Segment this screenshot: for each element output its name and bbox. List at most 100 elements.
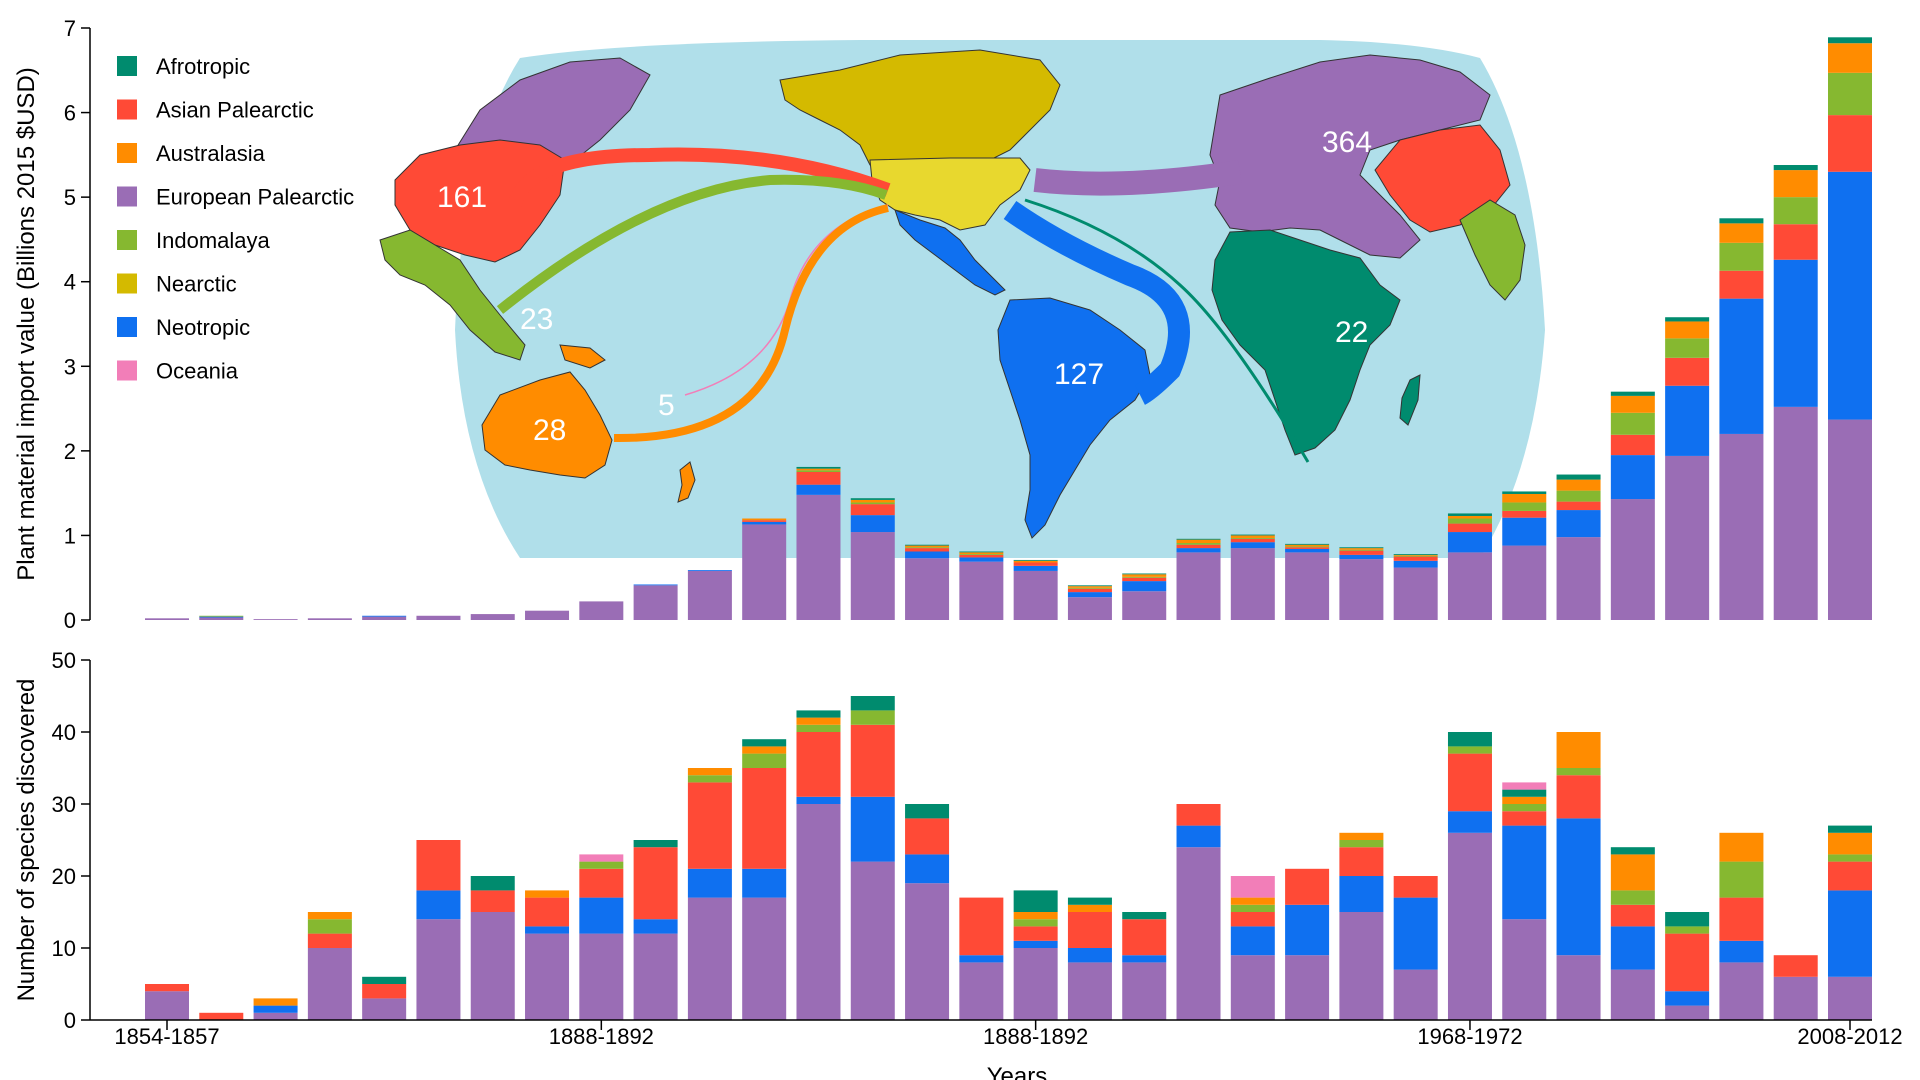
- bar-top-20-australasia: [1230, 535, 1275, 538]
- bar-bottom-31-australasia: [1828, 832, 1872, 855]
- bottom-y-tick-label: 30: [52, 792, 76, 817]
- bar-bottom-20-neotropic: [1230, 926, 1275, 956]
- bar-bottom-4-afrotropic: [362, 976, 407, 984]
- bar-top-1-indomalaya: [199, 615, 244, 617]
- bar-bottom-2-neotropic: [253, 1005, 298, 1013]
- bar-top-12-afrotropic: [796, 466, 841, 469]
- bottom-chart-bars: [145, 696, 1872, 1020]
- bar-bottom-7-european-palearctic: [525, 933, 570, 1020]
- bar-bottom-20-oceania: [1230, 876, 1275, 898]
- bar-top-12-asian-palearctic: [796, 472, 841, 485]
- world-map-inset: 364 161 127 28 23 22 5: [379, 40, 1545, 558]
- continent-new-zealand: [677, 461, 696, 503]
- bar-bottom-2-european-palearctic: [253, 1012, 298, 1020]
- flow-label-neotropic: 127: [1054, 358, 1104, 391]
- bar-bottom-7-australasia: [525, 890, 570, 898]
- bar-top-27-afrotropic: [1610, 391, 1655, 396]
- bar-bottom-8-neotropic: [579, 897, 624, 934]
- bar-bottom-3-asian-palearctic: [307, 933, 352, 948]
- bar-top-21-australasia: [1285, 544, 1330, 547]
- bottom-x-tick-label: 1968-1972: [1417, 1024, 1522, 1049]
- bar-top-30-indomalaya: [1773, 197, 1818, 225]
- bar-top-16-neotropic: [1013, 565, 1058, 571]
- bar-bottom-29-australasia: [1719, 832, 1764, 862]
- bar-top-17-european-palearctic: [1067, 597, 1112, 620]
- bar-top-23-indomalaya: [1393, 555, 1438, 557]
- bottom-x-tick-label: 1888-1892: [549, 1024, 654, 1049]
- bar-top-12-european-palearctic: [796, 494, 841, 620]
- bar-top-28-european-palearctic: [1665, 455, 1710, 620]
- bar-top-17-afrotropic: [1067, 585, 1112, 587]
- bar-bottom-4-european-palearctic: [362, 998, 407, 1020]
- bar-top-12-australasia: [796, 468, 841, 471]
- bar-bottom-18-neotropic: [1122, 955, 1167, 963]
- bar-top-25-indomalaya: [1502, 502, 1547, 511]
- bar-top-13-indomalaya: [850, 502, 895, 505]
- bar-top-15-australasia: [959, 552, 1004, 555]
- flow-neotropic: [1003, 200, 1190, 405]
- bar-bottom-23-european-palearctic: [1393, 969, 1438, 1020]
- bar-bottom-31-european-palearctic: [1828, 976, 1872, 1020]
- bar-bottom-11-australasia: [742, 746, 787, 754]
- bar-bottom-27-indomalaya: [1610, 890, 1655, 905]
- bar-bottom-13-indomalaya: [850, 710, 895, 725]
- bar-top-25-neotropic: [1502, 517, 1547, 546]
- continent-europe-palearctic: [1209, 54, 1491, 259]
- bar-bottom-8-oceania: [579, 854, 624, 862]
- bar-bottom-5-european-palearctic: [416, 919, 461, 1020]
- bar-bottom-3-european-palearctic: [307, 948, 352, 1020]
- bar-bottom-12-neotropic: [796, 796, 841, 804]
- bar-top-13-european-palearctic: [850, 532, 895, 620]
- bar-bottom-17-afrotropic: [1067, 897, 1112, 905]
- bar-bottom-6-european-palearctic: [470, 912, 515, 1020]
- legend-label-oceania: Oceania: [156, 359, 239, 384]
- bar-bottom-24-neotropic: [1447, 811, 1492, 833]
- bar-top-31-european-palearctic: [1828, 419, 1872, 620]
- bar-top-30-asian-palearctic: [1773, 224, 1818, 260]
- bar-top-14-australasia: [905, 545, 950, 548]
- bar-bottom-30-european-palearctic: [1773, 976, 1818, 1020]
- flow-indomalaya: [496, 174, 888, 314]
- bar-top-27-european-palearctic: [1610, 499, 1655, 620]
- flow-label-oceania: 5: [658, 389, 675, 422]
- bar-top-23-afrotropic: [1393, 554, 1438, 555]
- bar-top-14-european-palearctic: [905, 558, 950, 620]
- bar-bottom-26-australasia: [1556, 732, 1601, 768]
- bar-top-29-asian-palearctic: [1719, 270, 1764, 299]
- bar-top-24-australasia: [1447, 515, 1492, 519]
- bar-top-24-afrotropic: [1447, 513, 1492, 516]
- bar-top-31-afrotropic: [1828, 37, 1872, 44]
- bar-top-29-european-palearctic: [1719, 433, 1764, 620]
- bar-bottom-28-neotropic: [1665, 991, 1710, 1006]
- bar-bottom-20-indomalaya: [1230, 904, 1275, 912]
- top-y-axis-title: Plant material import value (Billions 20…: [13, 67, 40, 581]
- bar-bottom-29-indomalaya: [1719, 861, 1764, 898]
- bar-bottom-24-indomalaya: [1447, 746, 1492, 754]
- bar-top-25-asian-palearctic: [1502, 510, 1547, 518]
- flow-european-palearctic: [1033, 160, 1242, 196]
- bar-bottom-13-european-palearctic: [850, 861, 895, 1020]
- bar-bottom-6-afrotropic: [470, 876, 515, 891]
- bar-top-11-australasia: [742, 518, 787, 521]
- bar-top-6-european-palearctic: [470, 614, 515, 620]
- bottom-x-axis-ticks: 1854-1857 1888-1892 1888-1892 1968-1972 2008…: [114, 1020, 1903, 1049]
- bar-bottom-13-afrotropic: [850, 696, 895, 711]
- bar-top-19-neotropic: [1176, 548, 1221, 553]
- bar-bottom-10-australasia: [687, 768, 732, 776]
- bar-bottom-25-afrotropic: [1502, 789, 1547, 797]
- top-y-tick-label: 1: [64, 523, 76, 548]
- bar-top-29-australasia: [1719, 223, 1764, 243]
- flow-label-afrotropic: 22: [1335, 316, 1368, 349]
- bar-bottom-14-afrotropic: [905, 804, 950, 819]
- bar-bottom-14-asian-palearctic: [905, 818, 950, 855]
- bar-top-18-afrotropic: [1122, 573, 1167, 575]
- bar-bottom-9-afrotropic: [633, 840, 678, 848]
- legend-swatch-afrotropic: [117, 56, 137, 76]
- bar-bottom-11-neotropic: [742, 868, 787, 898]
- legend-label-indomalaya: Indomalaya: [156, 228, 271, 253]
- bar-top-13-australasia: [850, 499, 895, 503]
- bar-bottom-3-australasia: [307, 912, 352, 920]
- legend: Afrotropic Asian Palearctic Australasia Eur…: [117, 54, 354, 384]
- bottom-y-tick-label: 10: [52, 936, 76, 961]
